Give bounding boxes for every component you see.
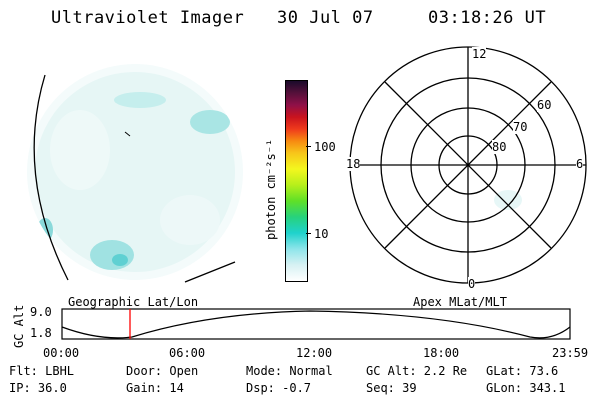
info-mode: Mode: Normal	[246, 364, 333, 378]
altitude-tick-low: 1.8	[30, 326, 52, 340]
info-door: Door: Open	[126, 364, 199, 378]
limb-line	[184, 261, 236, 283]
instrument-title: Ultraviolet Imager	[51, 8, 245, 28]
altitude-tick-high: 9.0	[30, 305, 52, 319]
colorbar-tick-10: 10	[314, 227, 329, 241]
info-glon: GLon: 343.1	[486, 381, 566, 395]
apex-label: Apex MLat/MLT	[413, 295, 507, 309]
apex-polar-plot	[349, 46, 587, 284]
colorbar	[285, 80, 308, 282]
info-gc-alt: GC Alt: 2.2 Re	[366, 364, 468, 378]
mlt-label-0: 0	[468, 277, 476, 291]
info-ip: IP: 36.0	[9, 381, 67, 395]
info-dsp: Dsp: -0.7	[246, 381, 312, 395]
mlt-label-6: 6	[576, 157, 584, 171]
info-gain: Gain: 14	[126, 381, 184, 395]
terminator-line	[33, 74, 69, 281]
time-tick-2359: 23:59	[552, 346, 589, 360]
lat-label-80: 80	[492, 140, 507, 154]
mlt-label-12: 12	[472, 47, 487, 61]
colorbar-unit-label: photon cm⁻²s⁻¹	[264, 138, 278, 240]
time-tick-1200: 12:00	[296, 346, 333, 360]
altitude-axis-label: GC Alt	[12, 304, 26, 348]
mlt-label-18: 18	[346, 157, 361, 171]
time-tick-0000: 00:00	[43, 346, 80, 360]
altitude-curve	[61, 310, 571, 339]
info-flt: Flt: LBHL	[9, 364, 75, 378]
colorbar-tick-100: 100	[314, 140, 336, 154]
lat-label-70: 70	[513, 120, 528, 134]
time-tick-1800: 18:00	[423, 346, 460, 360]
altitude-plot	[61, 308, 571, 340]
info-glat: GLat: 73.6	[486, 364, 559, 378]
lat-label-60: 60	[537, 98, 552, 112]
time-label: 03:18:26 UT	[428, 8, 547, 28]
info-seq: Seq: 39	[366, 381, 417, 395]
geographic-label: Geographic Lat/Lon	[68, 295, 199, 309]
uv-image-panel	[27, 64, 243, 283]
date-label: 30 Jul 07	[277, 8, 374, 28]
time-tick-0600: 06:00	[169, 346, 206, 360]
aurora-speckle	[35, 72, 235, 272]
